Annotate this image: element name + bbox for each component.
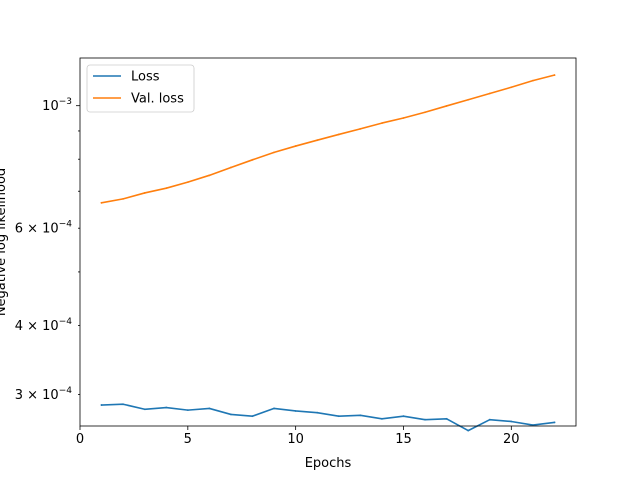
data-point	[294, 410, 297, 412]
series-layer	[100, 74, 556, 432]
data-point	[273, 151, 275, 154]
data-point	[359, 127, 362, 130]
x-tick-label: 10	[287, 432, 304, 447]
series-line-val-loss	[100, 74, 556, 204]
data-point	[143, 192, 146, 194]
data-point	[402, 415, 405, 418]
data-point	[273, 407, 275, 410]
data-point	[337, 415, 340, 418]
data-point	[553, 74, 556, 77]
y-tick-base: 10	[42, 99, 59, 114]
data-point	[467, 98, 470, 101]
data-point	[531, 424, 534, 426]
data-point	[445, 105, 448, 107]
y-tick-base: 3 × 10	[15, 388, 59, 403]
y-tick-base: 6 × 10	[15, 222, 59, 237]
x-tick-label: 15	[395, 432, 412, 447]
x-axis-ticks: 0 5 10 15 20	[76, 426, 520, 447]
data-point	[165, 187, 168, 190]
y-axis-ticks: 10−33 × 10−44 × 10−46 × 10−4	[15, 97, 80, 403]
y-tick-exponent: −4	[59, 317, 73, 327]
data-point	[445, 417, 448, 420]
data-point	[488, 418, 491, 421]
data-point	[381, 417, 383, 420]
data-point	[208, 407, 211, 410]
x-axis-label: Epochs	[305, 456, 352, 471]
data-point	[510, 420, 513, 423]
legend: Loss Val. loss	[86, 64, 195, 113]
data-point	[294, 145, 297, 147]
x-tick-label: 5	[184, 432, 192, 447]
data-point	[186, 409, 189, 412]
data-point	[165, 406, 168, 409]
data-point	[251, 415, 254, 418]
data-point	[316, 411, 319, 414]
data-point	[251, 158, 254, 161]
axes-frame	[79, 57, 577, 427]
y-tick-label: 4 × 10−4	[15, 317, 73, 334]
data-point	[381, 122, 383, 124]
data-point	[100, 404, 103, 406]
data-point	[143, 408, 146, 411]
series-line-loss	[100, 403, 556, 432]
y-tick-exponent: −4	[59, 220, 73, 230]
data-point	[316, 139, 319, 142]
data-point	[424, 418, 426, 421]
y-tick-label: 10−3	[42, 97, 72, 114]
data-point	[553, 421, 556, 424]
y-axis-label: Negative log likelihood	[0, 168, 9, 316]
data-point	[230, 166, 232, 169]
data-point	[359, 414, 362, 417]
data-point	[230, 413, 232, 416]
y-tick-exponent: −3	[59, 97, 72, 107]
y-tick-label: 3 × 10−4	[15, 386, 73, 403]
data-point	[424, 111, 426, 114]
data-point	[531, 79, 534, 82]
data-point	[122, 403, 125, 406]
data-point	[208, 174, 211, 177]
data-point	[488, 92, 491, 95]
y-tick-base: 4 × 10	[15, 319, 59, 334]
data-point	[467, 429, 470, 432]
y-tick-exponent: −4	[59, 386, 73, 396]
x-tick-label: 0	[76, 432, 84, 447]
data-point	[510, 86, 513, 89]
data-point	[186, 181, 189, 184]
y-tick-label: 6 × 10−4	[15, 220, 73, 237]
data-point	[337, 133, 340, 136]
data-point	[100, 201, 103, 204]
legend-entry-label: Loss	[131, 70, 160, 85]
x-tick-label: 20	[503, 432, 520, 447]
data-point	[402, 117, 405, 119]
legend-entry-label: Val. loss	[131, 92, 184, 107]
data-point	[122, 197, 125, 200]
